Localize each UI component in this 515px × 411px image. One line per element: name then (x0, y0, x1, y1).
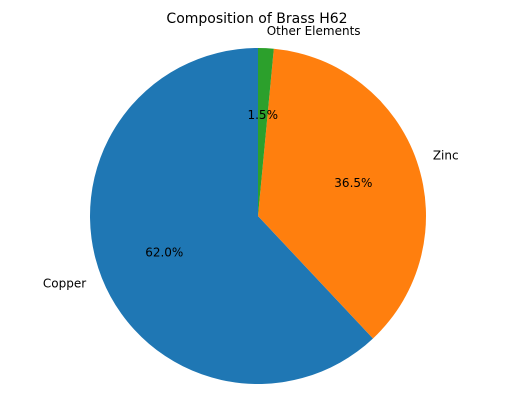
slice-label-zinc: Zinc (433, 149, 459, 163)
slice-label-copper: Copper (43, 277, 86, 291)
slice-label-other-elements: Other Elements (267, 24, 361, 38)
pct-label-zinc: 36.5% (334, 176, 372, 190)
pct-label-other-elements: 1.5% (247, 108, 278, 122)
chart-title: Composition of Brass H62 (166, 11, 347, 27)
pie-slice-zinc (258, 48, 427, 339)
pie-slice-copper (90, 48, 374, 384)
pie-slices (90, 48, 427, 384)
pct-label-copper: 62.0% (145, 246, 183, 260)
pie-labels: Copper 62.0% Zinc 36.5% Other Elements 1.5% (43, 24, 459, 291)
pie-slice-other-elements (258, 48, 274, 216)
